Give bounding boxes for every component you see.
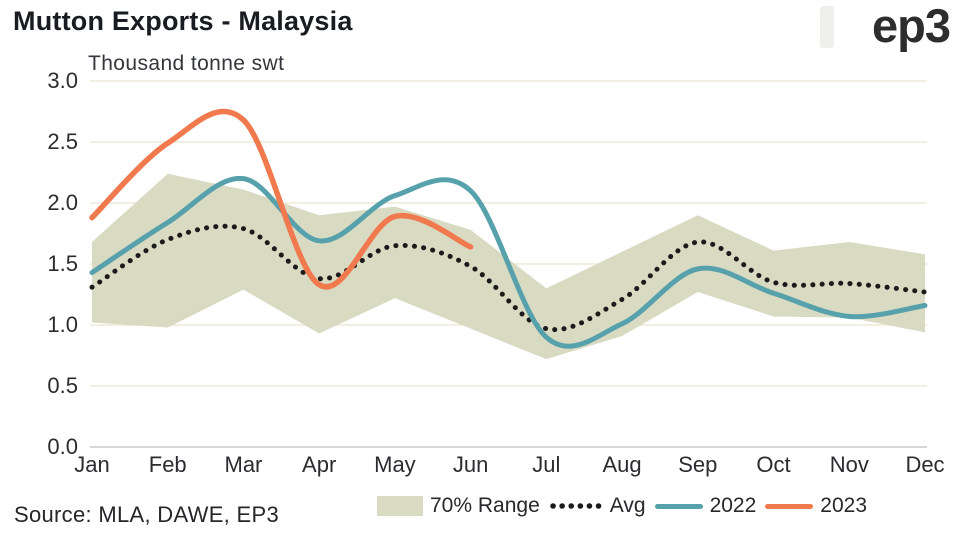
- x-tick-label: Sep: [678, 452, 718, 477]
- x-tick-label: Jan: [74, 452, 110, 477]
- y-tick-label: 2.0: [47, 190, 78, 215]
- legend-item-2023: 2023: [765, 494, 867, 518]
- line-2022-icon: [654, 503, 703, 509]
- y-tick-label: 1.0: [47, 312, 78, 337]
- y-tick-label: 1.5: [47, 251, 78, 276]
- ep3-logo: ep3: [872, 0, 951, 52]
- x-tick-label: May: [374, 452, 416, 477]
- series-2022-line: [89, 176, 928, 349]
- legend-item-avg: Avg: [549, 494, 646, 518]
- x-tick-label: Feb: [148, 452, 187, 477]
- series-2023-line: [89, 108, 474, 290]
- x-tick-label: Aug: [602, 452, 642, 477]
- logo-watermark-icon: [820, 6, 834, 48]
- legend-item-range: 70% Range: [377, 494, 540, 518]
- x-tick-label: Oct: [756, 452, 791, 477]
- legend-label-avg: Avg: [609, 494, 646, 517]
- x-tick-label: Nov: [829, 452, 869, 477]
- x-tick-label: Jun: [452, 452, 489, 477]
- source-text: Source: MLA, DAWE, EP3: [14, 502, 279, 527]
- chart-title: Mutton Exports - Malaysia: [13, 6, 353, 36]
- y-tick-label: 3.0: [47, 68, 78, 93]
- unit-label: Thousand tonne swt: [88, 52, 285, 75]
- range-swatch-icon: [377, 496, 423, 516]
- x-tick-label: Apr: [302, 452, 337, 477]
- x-tick-label: Mar: [224, 452, 263, 477]
- y-tick-label: 0.0: [47, 434, 78, 459]
- legend-label-2022: 2022: [709, 494, 757, 517]
- avg-dotted-icon: [550, 503, 602, 509]
- legend-label-range: 70% Range: [430, 494, 540, 517]
- x-tick-label: Jul: [532, 452, 561, 477]
- legend: 70% Range Avg 2022 2023: [377, 494, 867, 518]
- x-tick-label: Dec: [905, 452, 945, 477]
- legend-item-2022: 2022: [654, 494, 757, 518]
- y-tick-label: 2.5: [47, 129, 78, 154]
- line-2023-icon: [765, 503, 814, 509]
- y-tick-label: 0.5: [47, 373, 78, 398]
- legend-label-2023: 2023: [820, 494, 867, 517]
